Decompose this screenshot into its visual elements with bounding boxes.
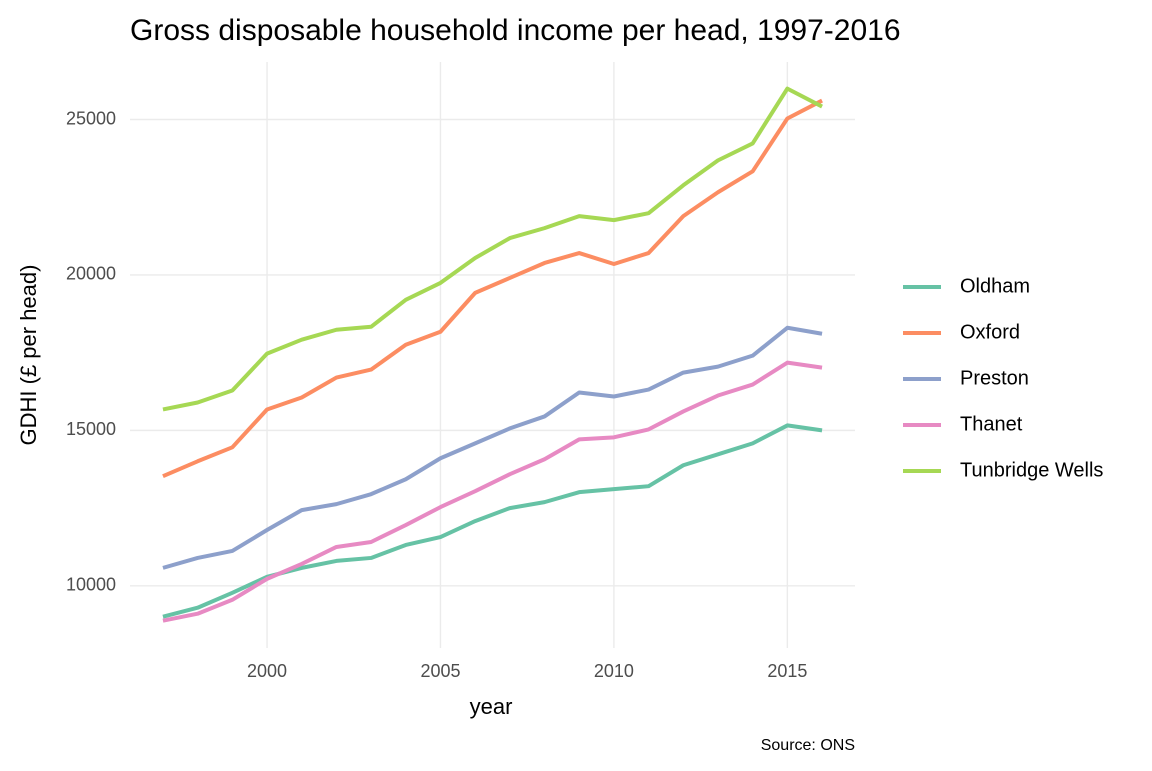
- x-axis-label: year: [470, 694, 513, 719]
- series-line: [162, 360, 823, 623]
- y-axis-label: GDHI (£ per head): [16, 265, 41, 446]
- y-tick-label: 10000: [66, 575, 116, 595]
- series-line: [162, 98, 823, 479]
- y-tick-label: 25000: [66, 108, 116, 128]
- x-tick-label: 2000: [247, 661, 287, 681]
- chart-title: Gross disposable household income per he…: [130, 14, 901, 47]
- legend-label: Thanet: [960, 413, 1023, 435]
- x-tick-label: 2010: [594, 661, 634, 681]
- x-tick-label: 2015: [767, 661, 807, 681]
- x-tick-label: 2005: [420, 661, 460, 681]
- legend-label: Tunbridge Wells: [960, 459, 1103, 481]
- series-line: [162, 423, 823, 619]
- legend-label: Oxford: [960, 321, 1020, 343]
- y-tick-label: 15000: [66, 419, 116, 439]
- series-line: [162, 325, 823, 570]
- legend-label: Oldham: [960, 275, 1030, 297]
- series-line: [162, 86, 823, 412]
- caption: Source: ONS: [761, 737, 855, 754]
- y-tick-label: 20000: [66, 264, 116, 284]
- legend-label: Preston: [960, 367, 1029, 389]
